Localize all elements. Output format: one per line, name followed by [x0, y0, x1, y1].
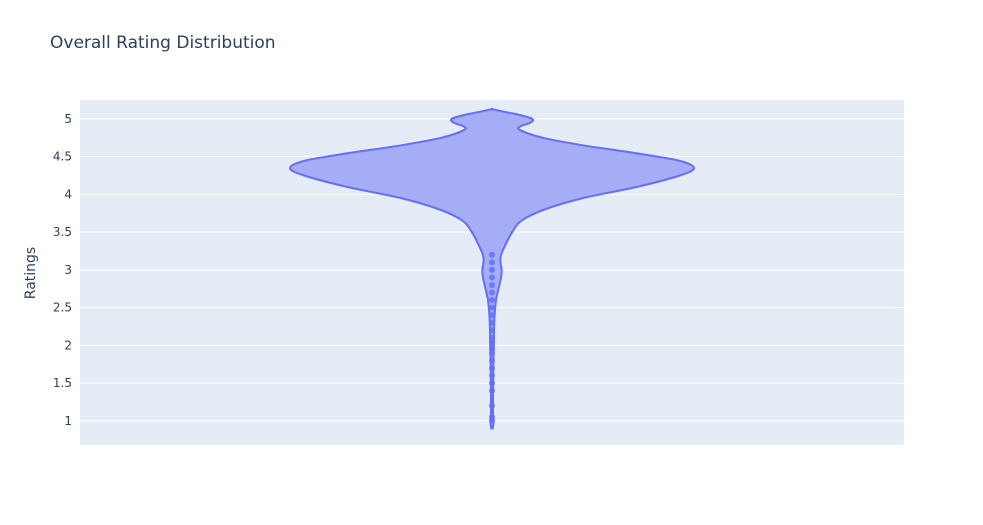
outlier-point: [489, 259, 495, 266]
y-tick-label: 3: [64, 263, 72, 277]
outlier-point: [489, 312, 495, 319]
outlier-point: [489, 402, 495, 409]
outlier-point: [489, 281, 495, 288]
outlier-point: [489, 304, 495, 311]
outlier-point: [489, 357, 495, 364]
outlier-point: [489, 414, 495, 421]
outlier-point: [489, 380, 495, 387]
y-tick-label: 1.5: [53, 376, 72, 390]
y-tick-label: 4.5: [53, 150, 72, 164]
outlier-point: [489, 319, 495, 326]
chart-title: Overall Rating Distribution: [50, 33, 276, 53]
outlier-point: [489, 274, 495, 281]
outlier-point: [489, 327, 495, 334]
y-tick-label: 4: [64, 187, 72, 201]
outlier-point: [489, 289, 495, 296]
y-axis-ticks: 1 1.5 2 2.5 3 3.5 4 4.5 5: [53, 112, 72, 428]
outlier-point: [489, 387, 495, 394]
outlier-point: [489, 251, 495, 258]
y-axis-title: Ratings: [23, 247, 39, 299]
y-tick-label: 1: [64, 414, 72, 428]
y-tick-label: 5: [64, 112, 72, 126]
outlier-point: [489, 266, 495, 273]
y-tick-label: 2: [64, 338, 72, 352]
y-tick-label: 3.5: [53, 225, 72, 239]
outlier-point: [489, 372, 495, 379]
outlier-point: [489, 297, 495, 304]
outlier-points: [489, 251, 495, 424]
outlier-point: [489, 334, 495, 341]
y-tick-label: 2.5: [53, 301, 72, 315]
outlier-point: [489, 364, 495, 371]
